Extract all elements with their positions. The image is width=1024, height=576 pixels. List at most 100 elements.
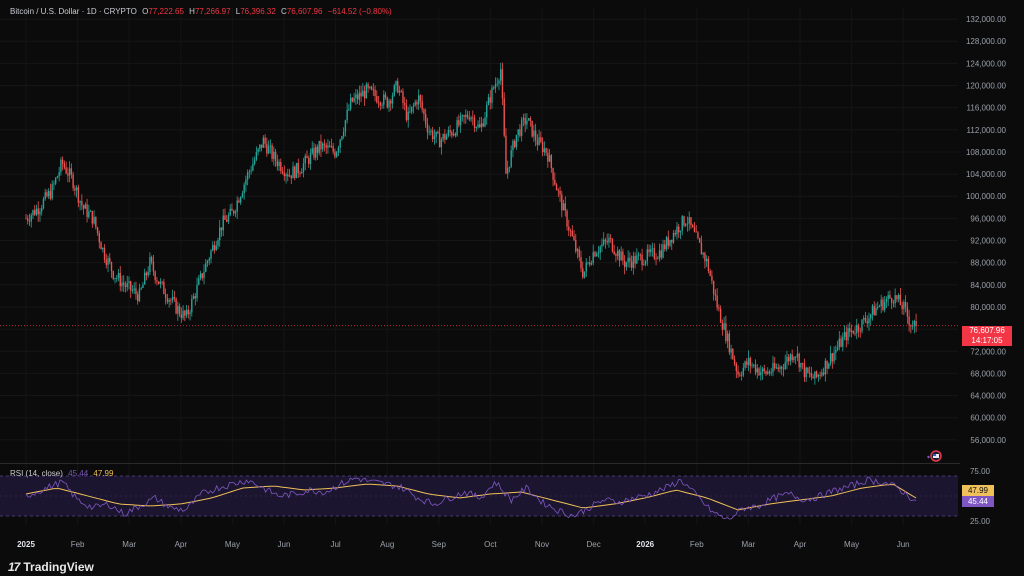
candle-body: [355, 94, 357, 98]
candle-body: [126, 282, 128, 288]
candle-body: [82, 205, 85, 209]
time-axis[interactable]: 2025 Feb Mar Apr May Jun Jul Aug Sep Oct Nov Dec 202…: [17, 540, 910, 549]
candle-body: [356, 94, 359, 100]
candle-body: [219, 227, 221, 241]
candle-body: [323, 143, 326, 146]
candle-body: [786, 356, 788, 363]
candle-body: [517, 129, 519, 135]
rsi-legend: RSI (14, close) 45.44 47.99: [10, 469, 113, 478]
candle-body: [903, 302, 905, 310]
candle-body: [313, 148, 315, 158]
candle-body: [103, 247, 106, 260]
candle-body: [719, 308, 722, 323]
candle-body: [681, 216, 683, 231]
candle-body: [351, 97, 354, 102]
candle-body: [676, 226, 678, 235]
candle-body: [657, 258, 659, 260]
candle-body: [901, 305, 903, 310]
candle-body: [562, 203, 565, 211]
candle-body: [866, 321, 868, 324]
price-tick-label: 96,000.00: [970, 214, 1006, 223]
candle-body: [405, 104, 408, 121]
candle-body: [775, 367, 778, 369]
candle-body: [904, 302, 907, 307]
time-tick-label: Jun: [278, 540, 291, 549]
candle-body: [234, 211, 237, 214]
candle-body: [651, 248, 654, 250]
candle-body: [534, 130, 537, 141]
candle-body: [604, 239, 607, 241]
candle-body: [740, 375, 743, 377]
candle-body: [648, 249, 650, 253]
price-axis[interactable]: 132,000.00 128,000.00 124,000.00 120,000.00…: [966, 15, 1007, 445]
watchlist-flag-icon[interactable]: [926, 450, 942, 462]
candle-body: [47, 190, 50, 197]
candle-body: [800, 363, 802, 368]
candle-body: [594, 252, 596, 257]
candle-body: [787, 356, 790, 362]
candle-body: [758, 368, 760, 376]
candle-body: [327, 145, 329, 148]
candle-body: [817, 374, 820, 377]
time-tick-label: May: [844, 540, 859, 549]
candle-body: [829, 353, 832, 364]
rsi-ma-tag: 47.99: [962, 485, 994, 496]
price-tick-label: 120,000.00: [966, 82, 1007, 91]
candle-body: [339, 139, 341, 148]
candle-body: [417, 95, 420, 105]
close-label: C: [281, 7, 287, 16]
candle-body: [376, 96, 378, 103]
candle-body: [882, 299, 884, 310]
candle-body: [870, 314, 872, 319]
candle-body: [692, 225, 694, 228]
candle-body: [287, 174, 289, 177]
candle-body: [274, 151, 277, 161]
last-price-tag: 76,607.96: [962, 326, 1012, 336]
candle-body: [784, 362, 786, 369]
candle-body: [747, 357, 750, 365]
candle-body: [75, 187, 78, 191]
candle-body: [187, 309, 190, 315]
candle-body: [459, 116, 462, 126]
candle-body: [910, 325, 912, 327]
tradingview-logo[interactable]: 17 TradingView: [8, 560, 94, 574]
candle-body: [746, 361, 748, 365]
candle-body: [538, 137, 540, 145]
rsi-title[interactable]: RSI (14, close): [10, 469, 63, 478]
candle-body: [123, 282, 125, 286]
candle-body: [124, 285, 127, 288]
candle-body: [850, 330, 853, 332]
candle-body: [763, 368, 765, 372]
candle-body: [210, 250, 212, 259]
candle-body: [25, 218, 27, 220]
candle-body: [154, 271, 156, 281]
candle-body: [522, 117, 525, 120]
price-tick-label: 60,000.00: [970, 414, 1006, 423]
price-tick-label: 80,000.00: [970, 303, 1006, 312]
candle-body: [46, 192, 48, 197]
candle-body: [163, 281, 165, 295]
candle-body: [294, 166, 296, 179]
candle-body: [569, 230, 572, 232]
open-value: 77,222.65: [148, 7, 184, 16]
price-tick-label: 64,000.00: [970, 392, 1006, 401]
candle-body: [808, 372, 811, 374]
candle-body: [496, 83, 498, 85]
candle-body: [751, 365, 753, 366]
price-grid: [0, 8, 958, 525]
time-tick-label: Sep: [432, 540, 447, 549]
candle-body: [857, 324, 860, 332]
candle-body: [119, 273, 121, 287]
candle-body: [267, 146, 270, 154]
candle-body: [868, 318, 870, 324]
candle-body: [887, 295, 889, 300]
candle-body: [438, 133, 441, 148]
time-tick-label: Apr: [794, 540, 807, 549]
candle-body: [609, 237, 612, 240]
candle-body: [555, 184, 558, 191]
candle-body: [856, 324, 858, 334]
symbol-title[interactable]: Bitcoin / U.S. Dollar · 1D · CRYPTO: [10, 7, 137, 16]
candle-body: [344, 120, 347, 132]
candle-body: [629, 257, 631, 262]
